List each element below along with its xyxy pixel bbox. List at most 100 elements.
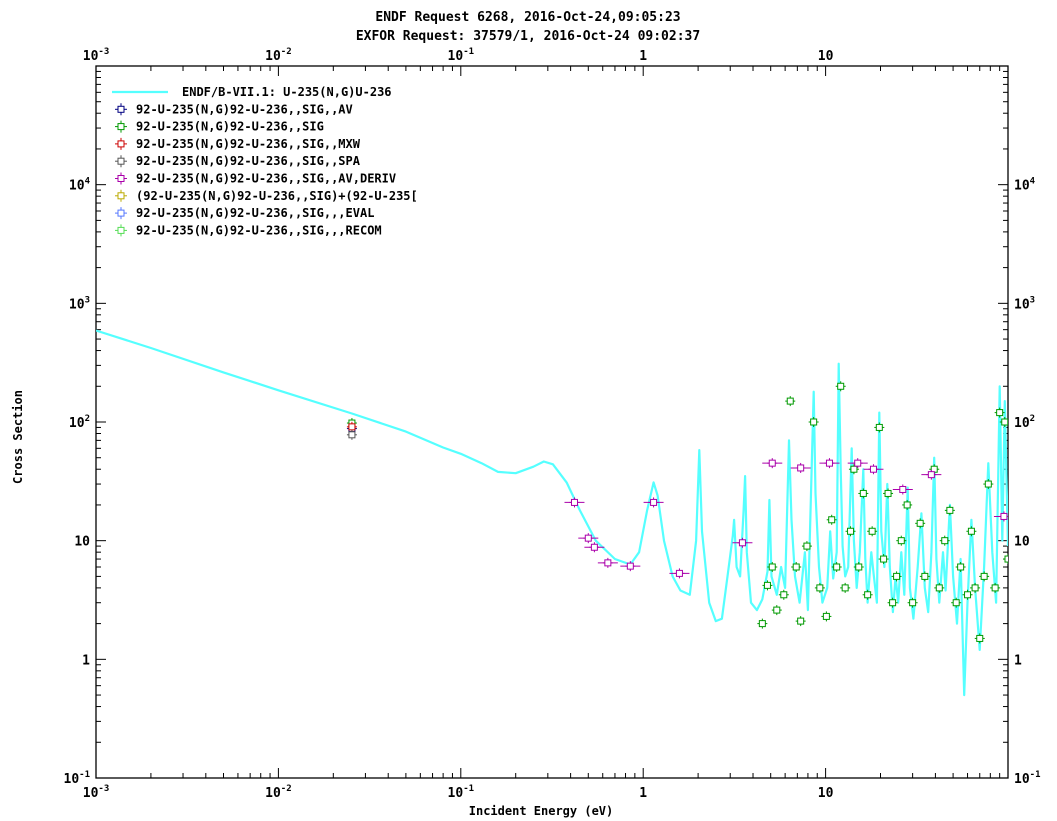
y-tick-label-left: 10 (74, 535, 90, 550)
legend-item-2: 92-U-235(N,G)92-U-236,,SIG (115, 120, 324, 134)
legend-label: (92-U-235(N,G)92-U-236,,SIG)+(92-U-235[ (136, 189, 418, 203)
x-tick-label-bottom: 10-2 (265, 784, 292, 801)
legend-label: 92-U-235(N,G)92-U-236,,SIG,,AV (136, 102, 353, 116)
y-tick-label-right: 104 (1014, 177, 1036, 194)
chart-title-line-2: EXFOR Request: 37579/1, 2016-Oct-24 09:0… (356, 29, 700, 44)
data-point (604, 559, 612, 567)
data-point (786, 397, 794, 405)
axis-tick-labels: 10-3 10-3 10-2 10-2 10-1 10-1 1 1 10 10 10-1 10-1 1 1… (64, 47, 1041, 801)
data-point (797, 617, 805, 625)
data-point (822, 612, 830, 620)
legend-label: ENDF/B-VII.1: U-235(N,G)U-236 (182, 85, 392, 99)
legend: ENDF/B-VII.1: U-235(N,G)U-236 92-U-235(N,… (112, 85, 418, 237)
y-tick-label-left: 1 (82, 653, 90, 668)
data-point (976, 634, 984, 642)
data-point (868, 527, 876, 535)
data-point (847, 527, 855, 535)
legend-marker (117, 175, 125, 182)
series-5 (564, 458, 1008, 579)
legend-label: 92-U-235(N,G)92-U-236,,SIG,,MXW (136, 137, 361, 151)
data-point (971, 584, 979, 592)
data-point (841, 584, 849, 592)
data-point (897, 537, 905, 545)
data-point (889, 599, 897, 607)
data-point (875, 423, 883, 431)
data-point (854, 459, 862, 467)
data-point (810, 418, 818, 426)
data-point (825, 459, 833, 467)
data-point (626, 562, 634, 570)
legend-marker (117, 226, 125, 234)
legend-item-1: 92-U-235(N,G)92-U-236,,SIG,,AV (115, 102, 353, 116)
data-point (850, 465, 858, 473)
data-point (833, 563, 841, 571)
y-tick-label-left: 10-1 (64, 770, 91, 787)
series-2 (346, 381, 1008, 644)
legend-item-4: 92-U-235(N,G)92-U-236,,SIG,,SPA (115, 154, 361, 168)
legend-label: 92-U-235(N,G)92-U-236,,SIG (136, 120, 324, 134)
data-point (797, 464, 805, 472)
data-point (1004, 555, 1008, 563)
data-point (996, 409, 1004, 417)
data-point (903, 501, 911, 509)
data-point (803, 542, 811, 550)
data-point (909, 599, 917, 607)
endf-curve (96, 329, 1008, 697)
series-0 (96, 329, 1008, 697)
data-point (980, 572, 988, 580)
data-point (899, 485, 907, 493)
y-tick-label-right: 1 (1014, 653, 1022, 668)
data-point (584, 534, 592, 542)
legend-item-5: 92-U-235(N,G)92-U-236,,SIG,,AV,DERIV (115, 172, 396, 186)
data-point (921, 572, 929, 580)
data-point (570, 498, 578, 506)
x-tick-label-bottom: 10 (818, 786, 834, 801)
chart-title-line-1: ENDF Request 6268, 2016-Oct-24,09:05:23 (375, 10, 680, 25)
x-tick-label-top: 10-3 (83, 47, 110, 64)
data-point (773, 606, 781, 614)
data-point (348, 431, 356, 439)
legend-item-8: 92-U-235(N,G)92-U-236,,SIG,,,RECOM (115, 223, 382, 237)
x-tick-label-top: 10 (818, 49, 834, 64)
data-point (991, 584, 999, 592)
legend-marker (117, 192, 125, 200)
data-point (964, 591, 972, 599)
legend-label: 92-U-235(N,G)92-U-236,,SIG,,AV,DERIV (136, 172, 396, 186)
legend-item-0: ENDF/B-VII.1: U-235(N,G)U-236 (112, 85, 392, 99)
legend-label: 92-U-235(N,G)92-U-236,,SIG,,SPA (136, 154, 361, 168)
data-point (650, 498, 658, 506)
data-point (884, 489, 892, 497)
series-4 (346, 429, 357, 440)
data-point (984, 480, 992, 488)
data-point (855, 563, 863, 571)
data-point (935, 584, 943, 592)
data-point (590, 543, 598, 551)
data-point (837, 382, 845, 390)
x-axis-label: Incident Energy (eV) (469, 804, 614, 818)
data-point (941, 537, 949, 545)
data-point (927, 471, 935, 479)
x-tick-label-top: 10-2 (265, 47, 292, 64)
data-point (738, 539, 746, 547)
data-point (1000, 512, 1008, 520)
y-tick-label-left: 103 (69, 295, 90, 312)
legend-marker (117, 140, 125, 148)
data-point (859, 489, 867, 497)
data-point (828, 516, 836, 524)
data-point (348, 423, 356, 431)
y-tick-label-left: 104 (69, 177, 91, 194)
data-point (893, 572, 901, 580)
data-point (792, 563, 800, 571)
x-tick-label-bottom: 10-3 (83, 784, 110, 801)
x-tick-label-bottom: 1 (639, 786, 647, 801)
data-point (946, 506, 954, 514)
data-point (880, 555, 888, 563)
y-axis-label: Cross Section (11, 390, 25, 484)
legend-label: 92-U-235(N,G)92-U-236,,SIG,,,RECOM (136, 223, 382, 237)
y-tick-label-right: 10-1 (1014, 770, 1041, 787)
legend-item-6: (92-U-235(N,G)92-U-236,,SIG)+(92-U-235[ (115, 189, 418, 203)
data-point (916, 519, 924, 527)
x-tick-label-bottom: 10-1 (448, 784, 475, 801)
data-point (816, 584, 824, 592)
